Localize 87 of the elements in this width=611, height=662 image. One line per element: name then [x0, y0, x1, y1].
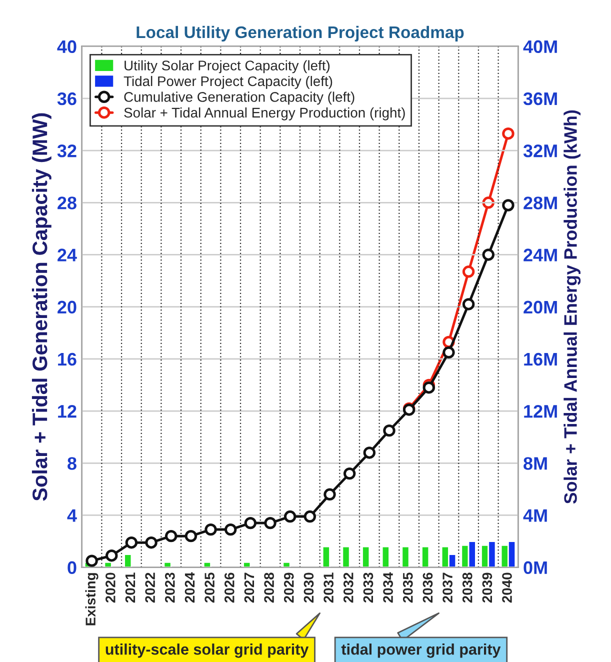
y2-tick-label: 20M [524, 300, 557, 314]
x-tick-label: 2022 [145, 572, 156, 603]
point [224, 523, 237, 536]
y-tick-label: 0 [68, 561, 76, 574]
y-tick-label: 4 [67, 509, 77, 522]
y2-tick-label: 36M [523, 92, 557, 106]
x-tick-label: 2030 [304, 572, 314, 603]
y-tick-label: 24 [58, 248, 77, 262]
x-tick-label: 2029 [284, 572, 294, 603]
point [244, 516, 257, 530]
x-tick-label: 2033 [363, 572, 374, 603]
point [86, 554, 98, 567]
y2-tick-label: 24M [524, 248, 557, 262]
y2-tick-label: 0M [524, 561, 547, 574]
bar [421, 546, 430, 568]
bar [401, 546, 410, 568]
point [462, 298, 475, 310]
y2-tick-label: 40M [523, 40, 557, 54]
point [264, 516, 276, 530]
x-tick-label: 2031 [324, 572, 334, 603]
x-tick-label: 2024 [184, 572, 195, 603]
y-tick-label: 32 [57, 144, 76, 158]
y-tick-label: 40 [57, 40, 76, 54]
point [106, 550, 118, 562]
x-tick-label: 2034 [383, 572, 393, 603]
point [442, 346, 455, 359]
point [482, 248, 494, 261]
point [363, 446, 376, 459]
bar [202, 561, 212, 568]
point [502, 199, 514, 212]
x-tick-label: 2026 [224, 572, 234, 603]
y-tick-label: 12 [58, 404, 76, 418]
text: utility-scale solar grid parity [106, 644, 309, 658]
x-tick-label: 2038 [462, 572, 472, 603]
chart-title: Local Utility Generation Project Roadmap [136, 26, 464, 42]
bar [362, 546, 370, 568]
legend-label: Cumulative Generation Capacity (left) [124, 92, 354, 105]
x-tick-label: 2039 [482, 572, 492, 603]
point [383, 424, 396, 437]
x-tick-label: 2020 [106, 572, 116, 603]
y-axis-title: Solar + Tidal Generation Capacity (MW) [32, 113, 52, 501]
x-tick-label: 2027 [244, 572, 254, 603]
bar [381, 546, 390, 568]
y-tick-label: 20 [58, 300, 76, 314]
point [184, 530, 198, 542]
legend-label: Utility Solar Project Capacity (left) [124, 60, 330, 74]
y2-tick-label: 28M [524, 196, 557, 210]
x-tick-label: 2035 [402, 572, 413, 603]
y2-tick-label: 4M [523, 509, 547, 522]
y-tick-label: 16 [58, 352, 76, 366]
x-tick-label: 2021 [125, 572, 136, 603]
bar [322, 546, 330, 568]
x-tick-label: Existing [85, 573, 98, 626]
y2-tick-label: 8M [524, 457, 547, 470]
point [125, 536, 138, 549]
point [284, 510, 296, 523]
legend-label: Tidal Power Project Capacity (left) [124, 76, 332, 89]
x-tick-label: 2023 [165, 572, 175, 603]
x-tick-label: 2037 [442, 572, 452, 603]
y2-tick-label: 12M [524, 404, 557, 418]
x-tick-label: 2032 [343, 572, 354, 603]
point [324, 488, 336, 501]
x-tick-label: 2028 [264, 572, 274, 603]
point [204, 523, 217, 536]
bar [163, 561, 172, 568]
point [304, 510, 316, 523]
y-tick-label: 8 [68, 457, 76, 470]
point [164, 530, 178, 542]
point [343, 467, 356, 480]
point [502, 127, 514, 140]
bar [282, 561, 291, 568]
bar [124, 554, 132, 568]
y2-tick-label: 32M [523, 144, 557, 158]
legend-label: Solar + Tidal Annual Energy Production (right) [124, 107, 405, 120]
x-tick-label: 2040 [502, 572, 512, 603]
x-tick-label: 2036 [422, 572, 433, 603]
y-tick-label: 28 [58, 196, 76, 210]
bar [242, 561, 252, 568]
x-tick-label: 2025 [204, 572, 214, 603]
point [462, 266, 475, 278]
point [145, 536, 158, 549]
point [422, 381, 436, 394]
y2-tick-label: 16M [524, 352, 557, 366]
text: tidal power grid parity [341, 644, 501, 658]
y-tick-label: 36 [57, 92, 76, 106]
y2-axis-title: Solar + Tidal Annual Energy Production (kWh) [564, 110, 581, 504]
bar [342, 546, 350, 568]
